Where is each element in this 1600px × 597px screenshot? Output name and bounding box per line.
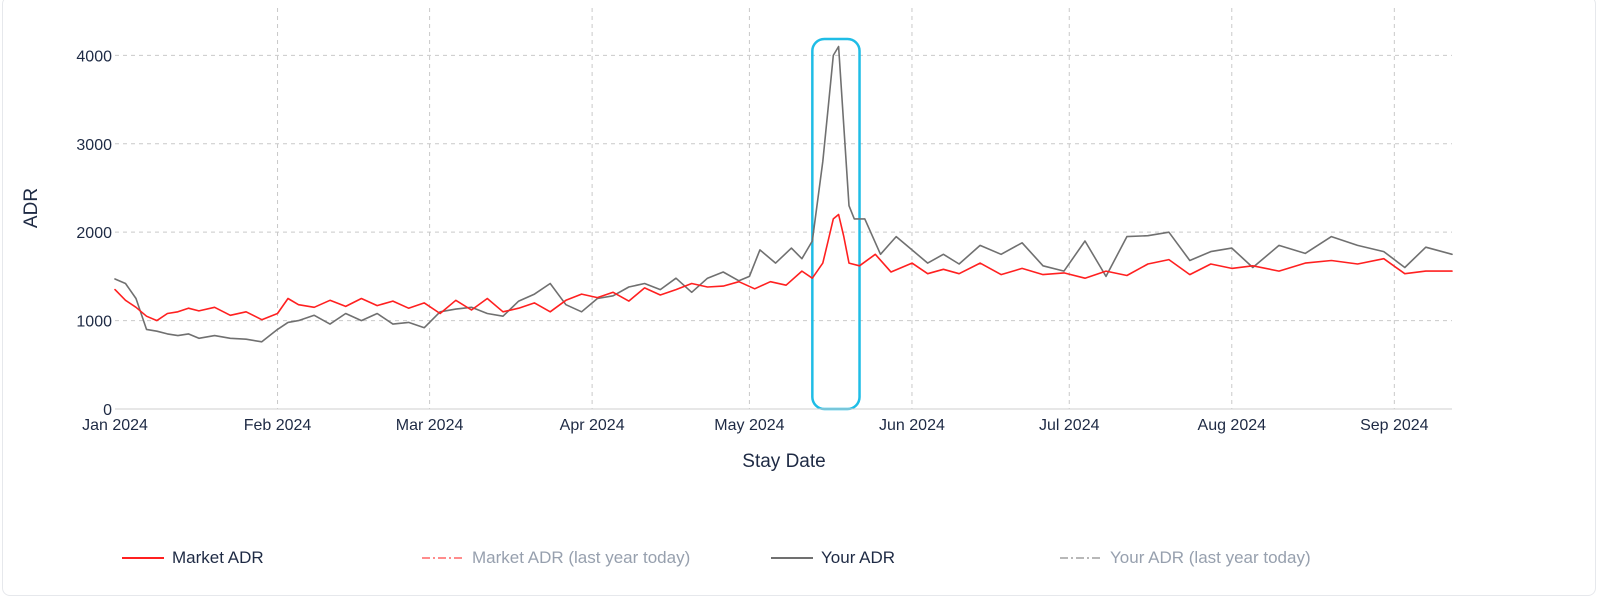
x-tick-label: Apr 2024 [560, 417, 625, 434]
adr-line-chart: 0 1000 2000 3000 4000 Jan 2024 Feb 2024 Mar 202… [21, 8, 1453, 472]
x-tick-label: Jul 2024 [1039, 417, 1100, 434]
legend-item-your-adr-last-year-today[interactable]: Your ADR (last year today) [1060, 548, 1311, 568]
legend-swatch [422, 557, 464, 559]
y-axis-label: ADR [21, 188, 42, 228]
y-tick-label: 0 [103, 402, 112, 419]
y-tick-label: 4000 [76, 48, 112, 65]
legend-swatch [771, 557, 813, 559]
x-tick-label: Jun 2024 [879, 417, 945, 434]
legend-swatch [1060, 557, 1102, 559]
series-line-market-adr [114, 213, 1453, 322]
legend-item-your-adr[interactable]: Your ADR [771, 548, 895, 568]
legend-label: Market ADR [172, 548, 264, 567]
legend-label: Your ADR (last year today) [1110, 548, 1311, 567]
grid [115, 8, 1452, 409]
x-tick-label: Feb 2024 [244, 417, 312, 434]
legend: Market ADR Market ADR (last year today) Yo… [0, 548, 1600, 574]
y-tick-label: 1000 [76, 314, 112, 331]
legend-label: Market ADR (last year today) [472, 548, 691, 567]
x-tick-label: Aug 2024 [1198, 417, 1267, 434]
legend-item-market-adr-last-year-today[interactable]: Market ADR (last year today) [422, 548, 690, 568]
highlight-box [811, 37, 861, 411]
series-layer [114, 45, 1453, 343]
x-tick-label: May 2024 [714, 417, 784, 434]
legend-swatch [122, 557, 164, 559]
axes: 0 1000 2000 3000 4000 Jan 2024 Feb 2024 Mar 202… [76, 48, 1452, 434]
legend-label: Your ADR [821, 548, 896, 567]
series-line-your-adr [114, 45, 1453, 343]
legend-item-market-adr[interactable]: Market ADR [122, 548, 264, 568]
y-tick-label: 2000 [76, 225, 112, 242]
x-tick-label: Jan 2024 [82, 417, 148, 434]
highlight-layer [811, 37, 861, 411]
x-tick-label: Mar 2024 [396, 417, 464, 434]
y-tick-label: 3000 [76, 137, 112, 154]
x-axis-label: Stay Date [742, 451, 825, 472]
x-tick-label: Sep 2024 [1360, 417, 1429, 434]
